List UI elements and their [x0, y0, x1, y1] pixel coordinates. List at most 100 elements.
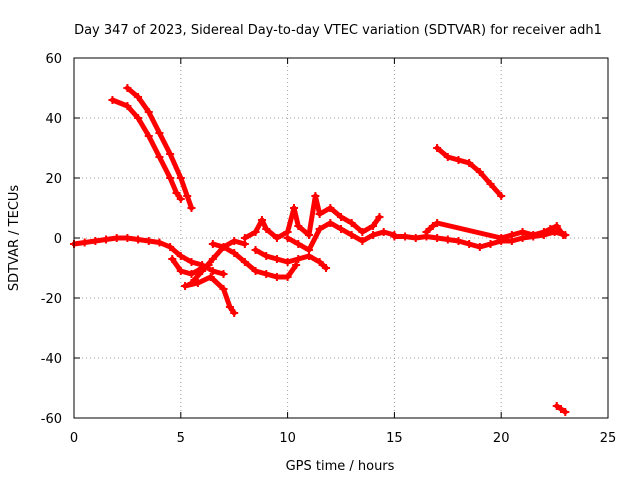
data-point: [240, 258, 249, 266]
data-point: [123, 234, 132, 242]
data-point: [390, 232, 399, 241]
data-point: [379, 228, 388, 236]
data-point: [552, 222, 561, 230]
series-arc-upper-b: [108, 96, 185, 203]
series-outlier-low: [552, 402, 570, 416]
y-tick-label: -60: [41, 412, 62, 427]
series-rise-to-zero: [187, 237, 249, 287]
x-tick-label: 10: [279, 431, 296, 446]
data-point: [315, 225, 324, 233]
data-point: [230, 309, 239, 317]
data-point: [358, 228, 367, 236]
data-point: [262, 252, 271, 260]
data-point: [134, 235, 143, 244]
data-point: [557, 405, 566, 413]
data-point: [251, 246, 260, 254]
x-tick-label: 15: [386, 431, 403, 446]
data-point: [304, 231, 313, 239]
data-point: [433, 144, 442, 152]
data-point: [507, 231, 516, 239]
data-point: [443, 235, 452, 244]
data-point: [272, 234, 281, 242]
data-point: [497, 234, 506, 242]
data-point: [428, 222, 437, 230]
data-point: [80, 238, 89, 247]
data-point: [123, 84, 132, 92]
data-point: [230, 249, 239, 257]
x-tick-label: 25: [600, 431, 617, 446]
y-tick-label: 0: [54, 232, 62, 247]
series-cluster-b: [283, 219, 399, 254]
y-tick-label: 60: [45, 52, 62, 67]
data-point: [251, 267, 260, 275]
data-point: [251, 228, 260, 236]
data-point: [559, 231, 568, 239]
data-point: [172, 189, 181, 197]
series-mid-lower-b: [251, 246, 331, 272]
data-point: [497, 192, 506, 200]
data-point: [208, 267, 217, 275]
data-point: [144, 237, 153, 245]
series-mid-lower: [208, 240, 301, 281]
data-point: [539, 228, 548, 236]
series-dip-low: [181, 273, 239, 317]
data-point: [337, 225, 345, 233]
series-upper-right: [433, 144, 506, 200]
data-point: [322, 264, 331, 272]
data-point: [134, 114, 143, 122]
data-point: [206, 273, 215, 281]
data-point: [475, 243, 484, 251]
data-point: [155, 153, 164, 161]
data-point: [262, 225, 271, 233]
data-point: [422, 228, 431, 236]
y-tick-label: 40: [45, 112, 62, 127]
series-line: [109, 97, 184, 202]
data-series: [70, 84, 570, 416]
data-point: [183, 192, 192, 200]
data-point: [375, 213, 384, 221]
data-point: [290, 204, 299, 212]
data-point: [454, 237, 463, 245]
y-tick-label: 20: [45, 172, 62, 187]
series-baseline-early: [70, 234, 228, 278]
data-point: [465, 159, 474, 167]
data-point: [433, 219, 442, 227]
data-point: [198, 267, 207, 275]
data-point: [315, 210, 324, 218]
y-axis-label: SDTVAR / TECUs: [7, 185, 22, 292]
data-point: [272, 273, 281, 281]
data-point: [219, 270, 228, 278]
data-point: [168, 255, 177, 263]
data-point: [369, 231, 378, 239]
data-point: [465, 240, 474, 248]
data-point: [166, 174, 175, 182]
data-point: [486, 240, 495, 248]
data-point: [337, 213, 345, 221]
data-point: [219, 285, 228, 293]
data-point: [315, 258, 324, 266]
data-point: [292, 261, 301, 269]
data-point: [304, 246, 313, 254]
data-point: [486, 180, 495, 188]
data-point: [369, 222, 378, 230]
data-point: [230, 237, 239, 245]
data-point: [326, 219, 335, 227]
data-point: [176, 195, 185, 203]
data-point: [475, 168, 484, 176]
data-point: [144, 132, 153, 140]
data-point: [166, 243, 175, 251]
data-point: [518, 228, 527, 236]
data-point: [401, 232, 410, 241]
data-point: [123, 102, 132, 110]
data-point: [187, 270, 196, 278]
data-point: [347, 231, 356, 239]
data-point: [187, 204, 196, 212]
data-point: [262, 270, 271, 278]
data-point: [326, 204, 335, 212]
data-point: [108, 96, 117, 104]
x-tick-label: 20: [493, 431, 510, 446]
series-late-bumps: [422, 219, 568, 242]
data-point: [294, 255, 303, 263]
data-point: [443, 153, 452, 161]
